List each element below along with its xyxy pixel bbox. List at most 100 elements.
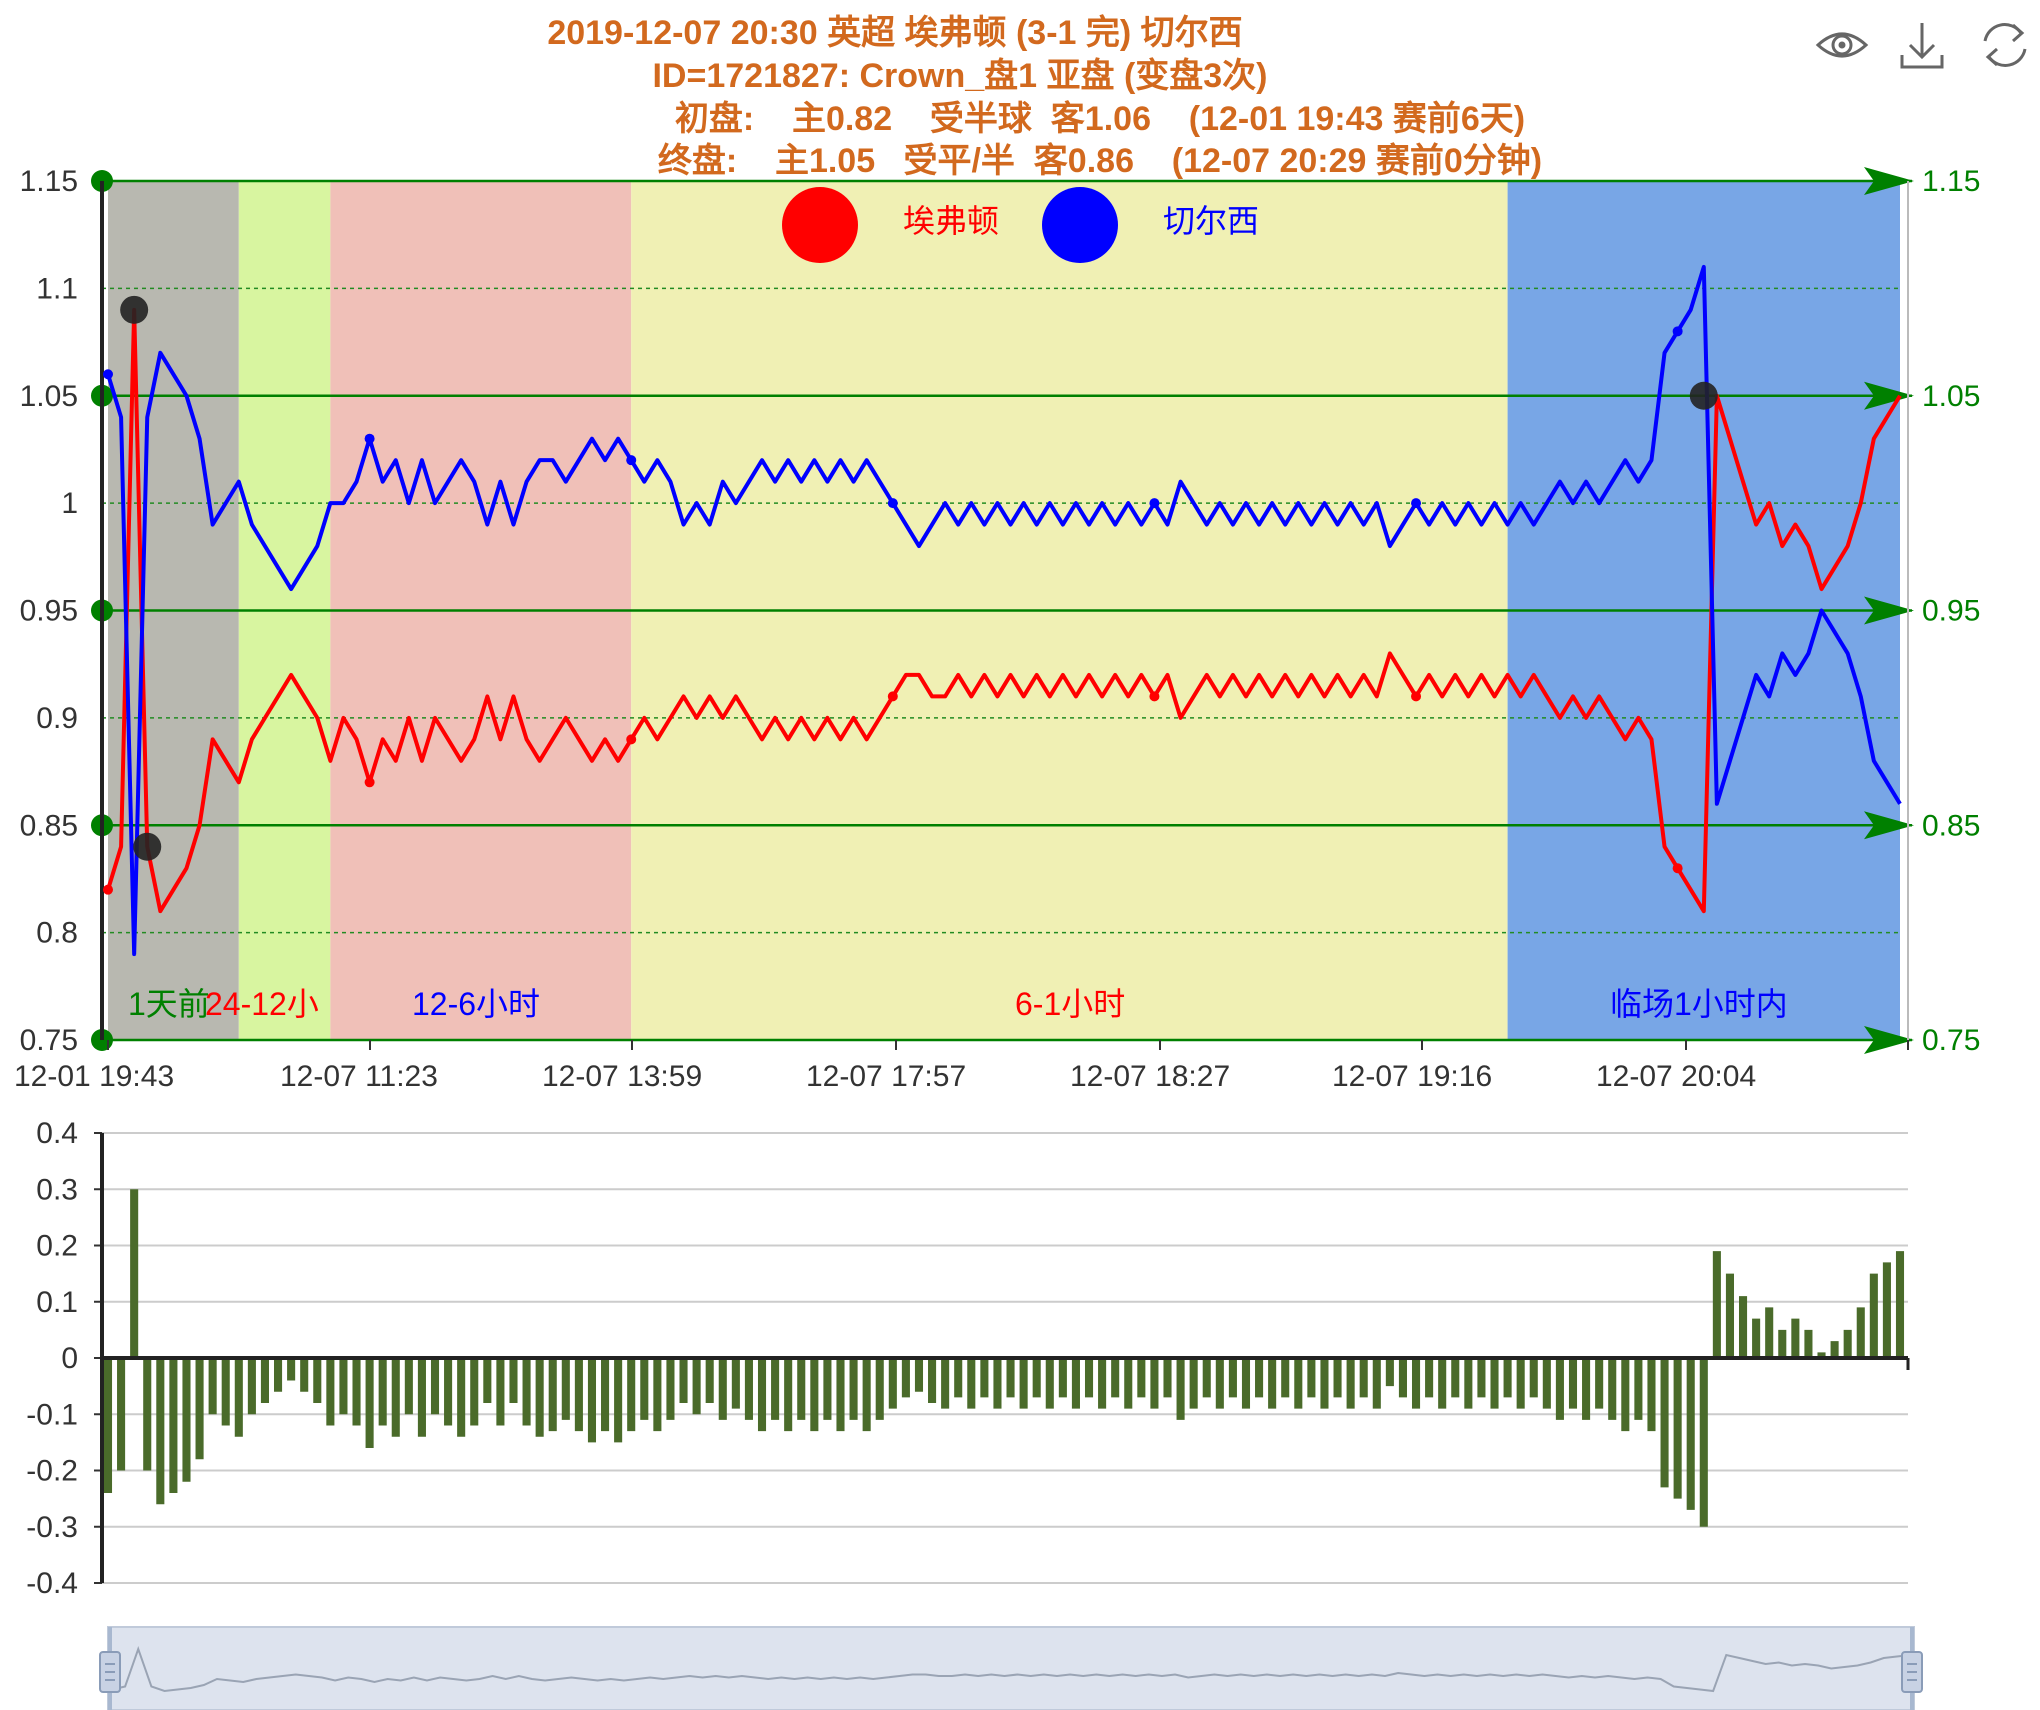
diff-bar xyxy=(1804,1329,1813,1358)
chart-title: 2019-12-07 20:30 英超 埃弗顿 (3-1 完) 切尔西 ID=1… xyxy=(547,13,1542,180)
diff-bar xyxy=(130,1189,139,1358)
diff-bar xyxy=(810,1358,819,1432)
diff-bar xyxy=(1071,1358,1080,1409)
diff-bar xyxy=(522,1358,531,1426)
diff-bar xyxy=(1503,1358,1512,1398)
bar-y-tick-label: -0.1 xyxy=(26,1398,78,1431)
diff-bar xyxy=(1124,1358,1133,1409)
diff-bar xyxy=(274,1358,283,1392)
series-point xyxy=(103,369,113,380)
data-zoom-slider[interactable] xyxy=(99,1626,1923,1710)
series-point xyxy=(887,498,898,509)
diff-bar xyxy=(483,1358,492,1403)
diff-bar xyxy=(1882,1262,1891,1358)
diff-bar xyxy=(601,1358,610,1432)
diff-bar xyxy=(1738,1296,1748,1358)
diff-bar xyxy=(182,1358,191,1482)
away-odds-line xyxy=(106,264,1902,957)
diff-bar xyxy=(1477,1358,1486,1398)
y-tick-label: 1.1 xyxy=(36,272,78,305)
diff-bar xyxy=(1529,1358,1538,1398)
zone-label: 6-1小时 xyxy=(1015,986,1125,1022)
diff-bar xyxy=(1765,1307,1774,1358)
diff-bar xyxy=(1084,1358,1094,1398)
diff-bar xyxy=(614,1358,623,1443)
diff-bar xyxy=(1595,1358,1604,1409)
zoom-handle-right[interactable] xyxy=(1901,1651,1923,1693)
series-point xyxy=(103,884,113,895)
title-line-4: 终盘: 主1.05 受平/半 客0.86 (12-07 20:29 赛前0分钟) xyxy=(658,141,1542,180)
diff-bar xyxy=(1398,1358,1407,1398)
change-point-marker xyxy=(133,832,162,861)
diff-bar xyxy=(967,1358,976,1409)
diff-bar xyxy=(1647,1358,1656,1432)
diff-bar xyxy=(1333,1358,1342,1398)
y-tick-label-right: 1.05 xyxy=(1922,380,1980,413)
arrow-marker xyxy=(1864,1026,1914,1054)
bar-y-tick-label: 0 xyxy=(61,1342,78,1375)
diff-bar xyxy=(143,1358,152,1471)
diff-bar xyxy=(1189,1358,1198,1409)
zoom-preview xyxy=(111,1645,1911,1693)
change-point-marker xyxy=(1689,381,1718,410)
diff-bar xyxy=(797,1358,806,1420)
y-tick-label-right: 0.95 xyxy=(1922,595,1980,628)
diff-bar xyxy=(1425,1358,1434,1398)
arrow-marker xyxy=(1864,381,1914,410)
series-point xyxy=(1411,691,1422,702)
diff-bar xyxy=(1555,1358,1564,1420)
diff-bar xyxy=(1255,1358,1264,1398)
diff-bar xyxy=(1464,1358,1473,1409)
chart-legend: 埃弗顿 切尔西 xyxy=(782,187,1259,263)
x-tick-label: 12-07 19:16 xyxy=(1332,1060,1492,1093)
home-odds-line xyxy=(106,307,1902,914)
diff-bar xyxy=(1791,1318,1800,1358)
legend-label-away: 切尔西 xyxy=(1163,203,1259,239)
zone-label: 24-12小 xyxy=(205,986,319,1022)
y-tick-label: 0.75 xyxy=(20,1024,78,1057)
diff-bar xyxy=(653,1358,662,1432)
diff-bar xyxy=(1163,1358,1172,1398)
x-tick-label: 12-07 13:59 xyxy=(542,1060,702,1093)
diff-bar xyxy=(1516,1358,1525,1409)
zone-label: 12-6小时 xyxy=(412,986,540,1022)
diff-bar xyxy=(1411,1358,1421,1409)
zoom-track xyxy=(107,1626,1915,1710)
diff-bar xyxy=(1634,1358,1643,1420)
diff-bar xyxy=(561,1358,570,1420)
diff-bar xyxy=(103,1358,113,1493)
diff-bar xyxy=(1359,1358,1368,1398)
diff-bar xyxy=(1098,1358,1107,1409)
diff-bar xyxy=(1281,1358,1290,1398)
bar-y-tick-label: -0.2 xyxy=(26,1455,78,1488)
y-tick-label: 0.8 xyxy=(36,917,78,950)
zoom-handle-left[interactable] xyxy=(99,1651,121,1693)
diff-bar xyxy=(823,1358,832,1420)
diff-bar xyxy=(1817,1352,1826,1358)
diff-bar xyxy=(1843,1329,1852,1358)
download-icon[interactable] xyxy=(1900,23,1944,69)
diff-bar xyxy=(339,1358,348,1415)
x-tick-label: 12-07 20:04 xyxy=(1596,1060,1756,1093)
diff-bar xyxy=(1712,1251,1721,1358)
diff-bar xyxy=(300,1358,309,1392)
diff-bar xyxy=(954,1358,963,1398)
diff-bar xyxy=(1725,1273,1734,1358)
diff-bar xyxy=(221,1358,230,1426)
bar-y-tick-label: 0.3 xyxy=(36,1173,78,1206)
diff-bar xyxy=(195,1358,204,1460)
series-point xyxy=(364,777,375,788)
eye-icon[interactable] xyxy=(1815,32,1869,58)
diff-bar xyxy=(1032,1358,1041,1398)
legend-marker-home xyxy=(782,187,858,263)
diff-bar xyxy=(1228,1358,1237,1398)
diff-bar xyxy=(1294,1358,1303,1409)
refresh-icon[interactable] xyxy=(1983,23,2027,67)
x-tick-label: 12-07 17:57 xyxy=(806,1060,966,1093)
diff-bar xyxy=(260,1358,270,1403)
series-point xyxy=(1149,691,1160,702)
diff-bar xyxy=(862,1358,871,1432)
diff-bar xyxy=(692,1358,701,1415)
diff-bar xyxy=(1621,1358,1630,1432)
